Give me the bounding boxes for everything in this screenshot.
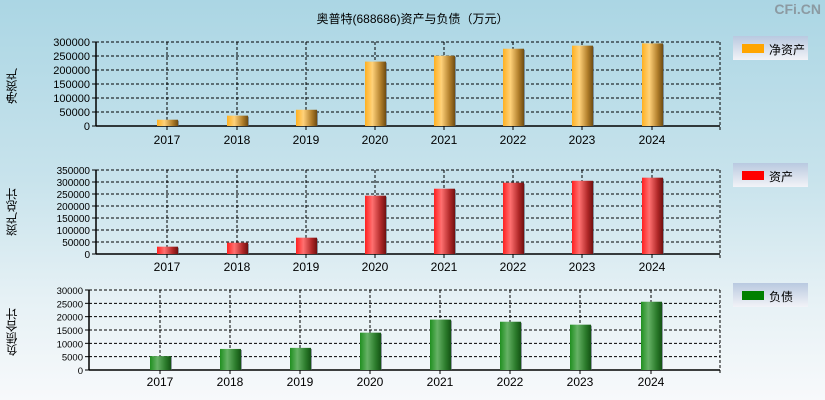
y-tick-label: 0 (84, 250, 90, 261)
bar-2024 (642, 177, 663, 254)
x-tick-label: 2017 (154, 133, 181, 147)
legend-swatch (742, 171, 764, 180)
bar-2019 (290, 347, 311, 370)
x-tick-label: 2024 (639, 133, 666, 147)
bar-2018 (227, 242, 248, 254)
x-tick-label: 2024 (639, 260, 666, 274)
x-tick-label: 2023 (569, 260, 596, 274)
bar-2021 (434, 55, 455, 126)
bar-2019 (296, 237, 317, 254)
y-tick-label: 100000 (53, 93, 90, 105)
bar-2024 (642, 43, 663, 126)
x-tick-label: 2019 (293, 133, 320, 147)
x-tick-label: 2021 (431, 260, 458, 274)
legend-liabilities: 负债 (733, 283, 808, 307)
y-tick-label: 30000 (57, 286, 83, 297)
bar-2021 (434, 188, 455, 254)
x-tick-label: 2023 (569, 133, 596, 147)
bar-2022 (503, 48, 524, 126)
y-tick-label: 5000 (62, 353, 83, 364)
bar-2020 (365, 195, 386, 254)
y-tick-label: 15000 (57, 326, 83, 337)
bar-2023 (570, 324, 591, 370)
brand-logo: CFi.CN (774, 1, 821, 17)
x-tick-label: 2022 (500, 260, 527, 274)
x-tick-label: 2020 (357, 375, 384, 389)
bar-2023 (572, 45, 593, 126)
y-tick-label: 100000 (57, 226, 91, 237)
x-tick-label: 2022 (497, 375, 524, 389)
x-tick-label: 2019 (293, 260, 320, 274)
legend-label: 负债 (769, 290, 794, 304)
y-tick-label: 350000 (57, 166, 91, 177)
x-tick-label: 2018 (224, 133, 251, 147)
x-tick-label: 2020 (362, 260, 389, 274)
bar-2022 (500, 321, 521, 370)
y-tick-label: 20000 (57, 313, 83, 324)
y-tick-label: 300000 (57, 178, 91, 189)
legend-net-assets: 净资产 (733, 36, 808, 60)
y-tick-label: 10000 (57, 339, 83, 350)
y-tick-label: 250000 (57, 190, 91, 201)
bar-2017 (150, 356, 171, 370)
legend-swatch (742, 291, 764, 300)
x-tick-label: 2021 (427, 375, 454, 389)
legend-label: 净资产 (769, 43, 806, 57)
x-tick-label: 2020 (362, 133, 389, 147)
y-tick-label: 0 (84, 121, 90, 133)
y-tick-label: 150000 (57, 214, 91, 225)
bar-2018 (227, 115, 248, 126)
y-tick-label: 50000 (62, 238, 90, 249)
legend-assets: 资产 (733, 163, 808, 187)
y-tick-label: 250000 (53, 51, 90, 63)
bar-2017 (157, 119, 178, 126)
bar-2017 (157, 246, 178, 254)
bar-2021 (430, 319, 451, 370)
x-tick-label: 2017 (147, 375, 174, 389)
bar-2024 (641, 301, 662, 370)
legend-label: 资产 (769, 170, 794, 184)
x-tick-label: 2021 (431, 133, 458, 147)
x-tick-label: 2023 (567, 375, 594, 389)
bar-2019 (296, 109, 317, 126)
x-tick-label: 2019 (287, 375, 314, 389)
y-tick-label: 150000 (53, 79, 90, 91)
bar-2022 (503, 182, 524, 254)
y-tick-label: 50000 (59, 107, 90, 119)
x-tick-label: 2018 (217, 375, 244, 389)
x-tick-label: 2022 (500, 133, 527, 147)
x-tick-label: 2017 (154, 260, 181, 274)
x-tick-label: 2024 (638, 375, 665, 389)
y-tick-label: 0 (78, 366, 83, 377)
x-tick-label: 2018 (224, 260, 251, 274)
y-tick-label: 25000 (57, 299, 83, 310)
bar-2018 (220, 348, 241, 370)
y-tick-label: 200000 (57, 202, 91, 213)
bar-2023 (572, 180, 593, 254)
bar-2020 (365, 61, 386, 126)
legend-swatch (742, 44, 764, 53)
bar-2020 (360, 332, 381, 370)
y-tick-label: 300000 (53, 37, 90, 49)
chart-title: 奥普特(688686)资产与负债（万元） (316, 12, 509, 26)
y-tick-label: 200000 (53, 65, 90, 77)
